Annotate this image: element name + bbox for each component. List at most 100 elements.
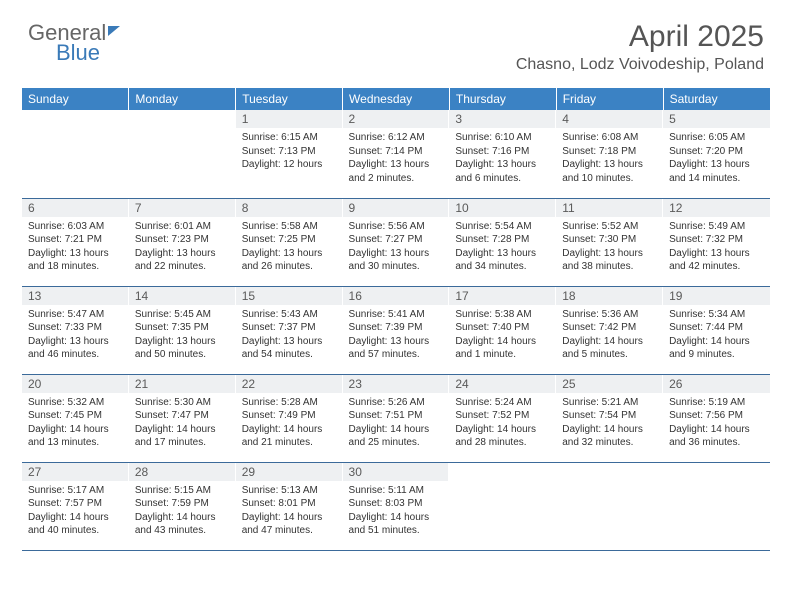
calendar-day-cell: 13Sunrise: 5:47 AMSunset: 7:33 PMDayligh… — [22, 286, 129, 374]
calendar-day-cell: 3Sunrise: 6:10 AMSunset: 7:16 PMDaylight… — [449, 110, 556, 198]
calendar-body: 1Sunrise: 6:15 AMSunset: 7:13 PMDaylight… — [22, 110, 770, 550]
day-details: Sunrise: 5:49 AMSunset: 7:32 PMDaylight:… — [663, 217, 770, 277]
calendar-week-row: 13Sunrise: 5:47 AMSunset: 7:33 PMDayligh… — [22, 286, 770, 374]
calendar-day-cell: 27Sunrise: 5:17 AMSunset: 7:57 PMDayligh… — [22, 462, 129, 550]
day-details: Sunrise: 5:43 AMSunset: 7:37 PMDaylight:… — [236, 305, 343, 365]
day-details: Sunrise: 5:24 AMSunset: 7:52 PMDaylight:… — [449, 393, 556, 453]
day-number: 1 — [236, 110, 343, 128]
calendar-day-cell: 25Sunrise: 5:21 AMSunset: 7:54 PMDayligh… — [556, 374, 663, 462]
calendar-day-cell: 12Sunrise: 5:49 AMSunset: 7:32 PMDayligh… — [663, 198, 770, 286]
day-number: 30 — [343, 463, 450, 481]
day-number: 7 — [129, 199, 236, 217]
calendar-day-cell: 30Sunrise: 5:11 AMSunset: 8:03 PMDayligh… — [343, 462, 450, 550]
day-number: 16 — [343, 287, 450, 305]
day-details: Sunrise: 5:58 AMSunset: 7:25 PMDaylight:… — [236, 217, 343, 277]
day-details: Sunrise: 5:52 AMSunset: 7:30 PMDaylight:… — [556, 217, 663, 277]
calendar-day-cell: 6Sunrise: 6:03 AMSunset: 7:21 PMDaylight… — [22, 198, 129, 286]
calendar-day-cell: 9Sunrise: 5:56 AMSunset: 7:27 PMDaylight… — [343, 198, 450, 286]
calendar-day-cell: 2Sunrise: 6:12 AMSunset: 7:14 PMDaylight… — [343, 110, 450, 198]
day-details: Sunrise: 5:38 AMSunset: 7:40 PMDaylight:… — [449, 305, 556, 365]
day-number: 21 — [129, 375, 236, 393]
day-details: Sunrise: 5:15 AMSunset: 7:59 PMDaylight:… — [129, 481, 236, 541]
calendar-week-row: 1Sunrise: 6:15 AMSunset: 7:13 PMDaylight… — [22, 110, 770, 198]
day-number: 12 — [663, 199, 770, 217]
calendar-header: SundayMondayTuesdayWednesdayThursdayFrid… — [22, 88, 770, 110]
calendar-day-cell: 16Sunrise: 5:41 AMSunset: 7:39 PMDayligh… — [343, 286, 450, 374]
calendar-day-cell: 8Sunrise: 5:58 AMSunset: 7:25 PMDaylight… — [236, 198, 343, 286]
day-details: Sunrise: 5:34 AMSunset: 7:44 PMDaylight:… — [663, 305, 770, 365]
day-number: 17 — [449, 287, 556, 305]
day-details: Sunrise: 5:11 AMSunset: 8:03 PMDaylight:… — [343, 481, 450, 541]
day-number: 4 — [556, 110, 663, 128]
calendar-day-cell: 23Sunrise: 5:26 AMSunset: 7:51 PMDayligh… — [343, 374, 450, 462]
day-details: Sunrise: 5:41 AMSunset: 7:39 PMDaylight:… — [343, 305, 450, 365]
calendar-day-cell: 4Sunrise: 6:08 AMSunset: 7:18 PMDaylight… — [556, 110, 663, 198]
calendar-day-cell — [449, 462, 556, 550]
day-number: 9 — [343, 199, 450, 217]
calendar-day-cell: 15Sunrise: 5:43 AMSunset: 7:37 PMDayligh… — [236, 286, 343, 374]
calendar-day-cell — [663, 462, 770, 550]
day-number: 20 — [22, 375, 129, 393]
day-details: Sunrise: 6:12 AMSunset: 7:14 PMDaylight:… — [343, 128, 450, 188]
day-details: Sunrise: 6:01 AMSunset: 7:23 PMDaylight:… — [129, 217, 236, 277]
column-header: Tuesday — [236, 88, 343, 110]
day-number: 25 — [556, 375, 663, 393]
column-header: Wednesday — [343, 88, 450, 110]
day-details: Sunrise: 5:32 AMSunset: 7:45 PMDaylight:… — [22, 393, 129, 453]
column-header: Thursday — [449, 88, 556, 110]
day-details: Sunrise: 6:08 AMSunset: 7:18 PMDaylight:… — [556, 128, 663, 188]
location-subtitle: Chasno, Lodz Voivodeship, Poland — [516, 56, 764, 74]
day-number: 8 — [236, 199, 343, 217]
day-number: 23 — [343, 375, 450, 393]
day-number: 29 — [236, 463, 343, 481]
day-number: 11 — [556, 199, 663, 217]
day-details: Sunrise: 6:10 AMSunset: 7:16 PMDaylight:… — [449, 128, 556, 188]
day-details: Sunrise: 5:36 AMSunset: 7:42 PMDaylight:… — [556, 305, 663, 365]
day-number: 10 — [449, 199, 556, 217]
calendar-day-cell: 5Sunrise: 6:05 AMSunset: 7:20 PMDaylight… — [663, 110, 770, 198]
calendar-day-cell: 17Sunrise: 5:38 AMSunset: 7:40 PMDayligh… — [449, 286, 556, 374]
calendar-day-cell: 22Sunrise: 5:28 AMSunset: 7:49 PMDayligh… — [236, 374, 343, 462]
calendar-day-cell: 29Sunrise: 5:13 AMSunset: 8:01 PMDayligh… — [236, 462, 343, 550]
day-details: Sunrise: 5:13 AMSunset: 8:01 PMDaylight:… — [236, 481, 343, 541]
calendar-week-row: 6Sunrise: 6:03 AMSunset: 7:21 PMDaylight… — [22, 198, 770, 286]
day-number: 13 — [22, 287, 129, 305]
calendar-day-cell: 14Sunrise: 5:45 AMSunset: 7:35 PMDayligh… — [129, 286, 236, 374]
logo: General Blue — [28, 22, 120, 64]
column-header: Sunday — [22, 88, 129, 110]
day-number: 28 — [129, 463, 236, 481]
logo-word2: Blue — [56, 42, 120, 64]
calendar-day-cell: 10Sunrise: 5:54 AMSunset: 7:28 PMDayligh… — [449, 198, 556, 286]
day-details: Sunrise: 5:30 AMSunset: 7:47 PMDaylight:… — [129, 393, 236, 453]
calendar-day-cell: 1Sunrise: 6:15 AMSunset: 7:13 PMDaylight… — [236, 110, 343, 198]
day-number: 19 — [663, 287, 770, 305]
calendar-week-row: 20Sunrise: 5:32 AMSunset: 7:45 PMDayligh… — [22, 374, 770, 462]
day-details: Sunrise: 5:21 AMSunset: 7:54 PMDaylight:… — [556, 393, 663, 453]
day-details: Sunrise: 5:47 AMSunset: 7:33 PMDaylight:… — [22, 305, 129, 365]
calendar-week-row: 27Sunrise: 5:17 AMSunset: 7:57 PMDayligh… — [22, 462, 770, 550]
day-number: 15 — [236, 287, 343, 305]
calendar-day-cell: 19Sunrise: 5:34 AMSunset: 7:44 PMDayligh… — [663, 286, 770, 374]
day-number: 5 — [663, 110, 770, 128]
day-details: Sunrise: 5:45 AMSunset: 7:35 PMDaylight:… — [129, 305, 236, 365]
column-header: Monday — [129, 88, 236, 110]
day-number: 18 — [556, 287, 663, 305]
calendar-day-cell — [556, 462, 663, 550]
day-number: 24 — [449, 375, 556, 393]
day-details: Sunrise: 5:17 AMSunset: 7:57 PMDaylight:… — [22, 481, 129, 541]
day-details: Sunrise: 5:26 AMSunset: 7:51 PMDaylight:… — [343, 393, 450, 453]
day-details: Sunrise: 5:28 AMSunset: 7:49 PMDaylight:… — [236, 393, 343, 453]
calendar-day-cell — [129, 110, 236, 198]
day-details: Sunrise: 6:15 AMSunset: 7:13 PMDaylight:… — [236, 128, 343, 175]
day-number: 2 — [343, 110, 450, 128]
day-number: 26 — [663, 375, 770, 393]
logo-sail-icon — [108, 26, 120, 36]
calendar-day-cell: 20Sunrise: 5:32 AMSunset: 7:45 PMDayligh… — [22, 374, 129, 462]
calendar-day-cell: 7Sunrise: 6:01 AMSunset: 7:23 PMDaylight… — [129, 198, 236, 286]
page-title: April 2025 — [516, 20, 764, 54]
calendar-day-cell: 18Sunrise: 5:36 AMSunset: 7:42 PMDayligh… — [556, 286, 663, 374]
calendar-table: SundayMondayTuesdayWednesdayThursdayFrid… — [22, 88, 770, 551]
calendar-day-cell — [22, 110, 129, 198]
day-number: 22 — [236, 375, 343, 393]
column-header: Saturday — [663, 88, 770, 110]
